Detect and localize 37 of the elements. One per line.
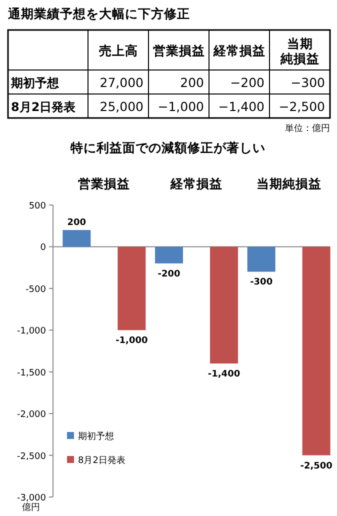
y-tick-label: -1,500 <box>16 368 46 378</box>
data-label: -200 <box>158 269 180 280</box>
y-tick-label: 500 <box>28 202 46 212</box>
text: 単位：億円 <box>285 123 330 134</box>
data-label: −1,400 <box>218 99 265 114</box>
x-tick-label: 売上高 <box>98 43 138 58</box>
y-tick-label: -1,000 <box>16 326 46 337</box>
y-tick-label: 0 <box>40 243 46 254</box>
y-tick-label: -2,000 <box>16 410 46 420</box>
data-label: -300 <box>250 278 273 288</box>
data-label: 27,000 <box>100 75 144 90</box>
data-label: -1,000 <box>116 336 148 346</box>
data-label: -1,400 <box>208 370 240 380</box>
data-label: 25,000 <box>100 99 144 114</box>
x-tick-label: 経常損益 <box>170 176 222 191</box>
data-label: −200 <box>230 75 265 90</box>
data-label: -2,500 <box>300 461 332 472</box>
x-tick-label: 営業損益 <box>152 43 205 58</box>
chart-title: 通期業績予想を大幅に下方修正 <box>7 6 190 21</box>
y-tick-label: -3,000 <box>16 494 46 504</box>
x-tick-label: 営業損益 <box>78 176 130 191</box>
legend-label: 8月2日発表 <box>78 455 126 466</box>
y-tick-label: 期初予想 <box>10 76 60 90</box>
data-label: −2,500 <box>278 99 326 114</box>
y-tick-label: -2,500 <box>16 452 46 462</box>
data-label: 200 <box>180 75 204 90</box>
y-tick-label: -500 <box>26 284 46 295</box>
data-label: −1,000 <box>158 99 204 114</box>
legend-label: 期初予想 <box>78 431 114 442</box>
x-tick-label: 当期純損益 <box>279 36 320 66</box>
y-axis-title: 億円 <box>22 502 40 513</box>
x-tick-label: 当期純損益 <box>256 176 322 191</box>
data-label: 200 <box>67 218 86 228</box>
data-label: −300 <box>290 75 326 90</box>
x-tick-label: 経常損益 <box>212 43 266 58</box>
y-tick-label: 8月2日発表 <box>11 100 77 114</box>
chart-title: 特に利益面での減額修正が著しい <box>70 140 266 155</box>
